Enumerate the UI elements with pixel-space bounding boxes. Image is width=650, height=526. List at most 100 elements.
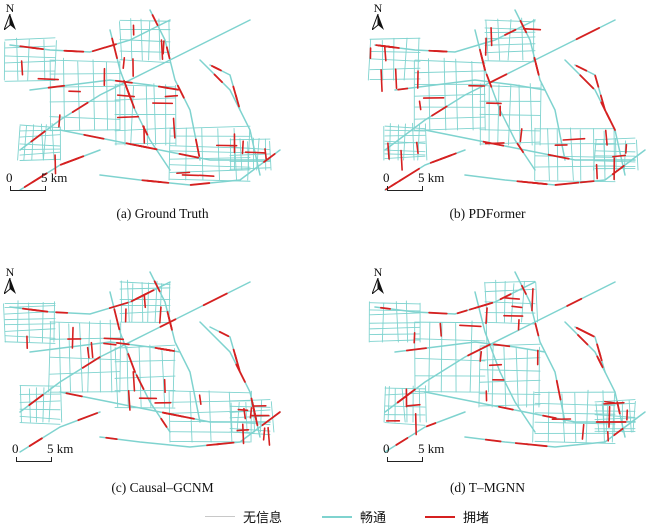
- congestion-segment: [490, 365, 502, 366]
- road-segment: [230, 139, 270, 140]
- road-segment: [595, 415, 635, 418]
- road-segment: [170, 170, 250, 173]
- road-segment: [230, 147, 270, 149]
- road-segment: [50, 357, 120, 360]
- congestion-segment: [174, 118, 175, 137]
- congestion-segment: [104, 343, 116, 344]
- scale-zero-label: 0: [383, 170, 390, 186]
- road-segment: [115, 348, 118, 407]
- congestion-segment: [268, 428, 269, 445]
- congestion-segment: [191, 183, 210, 185]
- congestion-segment: [487, 75, 492, 87]
- congestion-segment: [64, 51, 83, 52]
- road-segment: [486, 322, 488, 392]
- congestion-segment: [163, 41, 164, 54]
- congestion-segment: [427, 423, 436, 426]
- road-segment: [384, 387, 385, 422]
- road-segment: [20, 409, 60, 410]
- road-segment: [4, 304, 6, 342]
- road-segment: [32, 125, 34, 160]
- road-segment: [595, 151, 635, 152]
- congestion-segment: [161, 419, 166, 427]
- congestion-segment: [30, 309, 48, 311]
- road-segment: [385, 388, 425, 389]
- road-segment: [132, 284, 133, 322]
- road-segment: [50, 322, 120, 324]
- road-segment: [415, 322, 485, 323]
- road-segment: [385, 150, 425, 152]
- legend-item-congested: 拥堵: [425, 507, 489, 526]
- road-segment: [415, 71, 485, 73]
- road-segment: [5, 342, 55, 344]
- road-segment: [28, 40, 30, 80]
- congestion-segment: [246, 152, 265, 153]
- map-legend: 无信息 畅通 拥堵: [0, 507, 650, 523]
- north-arrow: N: [4, 266, 16, 296]
- road-segment: [429, 322, 430, 392]
- road-network: [4, 10, 280, 190]
- congestion-segment: [133, 372, 134, 391]
- scale-distance-label: 5 km: [418, 441, 444, 457]
- scale-zero-label: 0: [383, 441, 390, 457]
- north-letter: N: [372, 266, 384, 278]
- scale-bar-line: [387, 457, 423, 462]
- road-segment: [44, 40, 45, 80]
- main-road: [575, 65, 605, 110]
- congestion-segment: [458, 310, 467, 313]
- road-segment: [20, 423, 60, 425]
- scale-distance-label: 5 km: [418, 170, 444, 186]
- road-segment: [480, 358, 540, 361]
- road-segment: [170, 151, 250, 153]
- main-road: [210, 65, 240, 110]
- congestion-segment: [577, 28, 600, 39]
- north-arrow: N: [372, 2, 384, 32]
- road-segment: [370, 327, 420, 329]
- congestion-segment: [400, 169, 419, 181]
- congestion-segment: [196, 140, 199, 156]
- road-segment: [368, 40, 370, 80]
- congestion-segment: [207, 444, 219, 445]
- road-segment: [370, 323, 420, 324]
- road-segment: [606, 402, 608, 432]
- north-arrow: N: [372, 266, 384, 296]
- congestion-segment: [243, 424, 244, 443]
- congestion-segment: [440, 324, 441, 336]
- scale-distance-label: 5 km: [41, 170, 67, 186]
- congestion-segment: [144, 296, 145, 307]
- road-segment: [533, 392, 534, 442]
- road-segment: [50, 74, 120, 75]
- road-segment: [170, 126, 250, 129]
- main-road: [515, 272, 565, 422]
- congestion-segment: [543, 416, 556, 419]
- road-segment: [485, 281, 535, 282]
- congestion-segment: [264, 428, 265, 440]
- road-segment: [426, 386, 427, 422]
- congestion-segment: [396, 69, 397, 88]
- congestion-segment: [563, 139, 584, 140]
- road-segment: [5, 56, 55, 58]
- road-segment: [492, 346, 493, 407]
- road-segment: [504, 347, 506, 407]
- road-segment: [485, 51, 535, 53]
- road-segment: [248, 142, 249, 170]
- scale-zero-label: 0: [6, 170, 13, 186]
- road-segment: [485, 61, 535, 62]
- congestion-segment: [577, 66, 587, 71]
- congestion-segment: [106, 438, 117, 439]
- congestion-segment: [614, 429, 622, 435]
- congestion-segment: [112, 39, 117, 59]
- congestion-segment: [606, 113, 615, 130]
- congestion-segment: [505, 298, 520, 299]
- congestion-segment: [200, 395, 201, 404]
- congestion-segment: [238, 410, 247, 411]
- road-segment: [93, 60, 95, 130]
- road-segment: [485, 44, 535, 46]
- road-segment: [230, 154, 270, 155]
- panel-caption: (b) PDFormer: [325, 206, 650, 222]
- road-segment: [385, 154, 425, 155]
- congestion-segment: [158, 348, 166, 349]
- road-segment: [370, 79, 420, 80]
- congestion-segment: [429, 313, 447, 314]
- road-segment: [43, 388, 44, 422]
- road-segment: [580, 130, 581, 180]
